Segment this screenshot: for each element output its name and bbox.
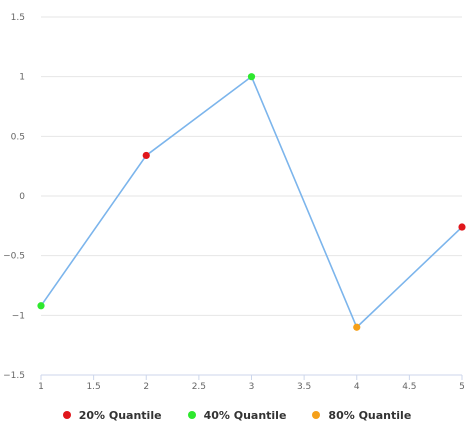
data-point-2 (142, 151, 150, 160)
y-tick-label: −0.5 (3, 252, 25, 262)
x-tick-label: 2 (143, 382, 149, 392)
y-tick-label: 1 (19, 73, 25, 83)
data-point-1 (37, 302, 45, 310)
y-tick-label: 0.5 (11, 132, 25, 142)
data-point-3 (247, 73, 256, 81)
y-tick-label: −1.5 (3, 371, 25, 381)
legend-marker-20-quantile (62, 411, 71, 419)
legend: 20% Quantile 40% Quantile 80% Quantile (0, 406, 474, 424)
x-tick-label: 1 (38, 382, 44, 392)
x-tick-label: 3 (249, 382, 255, 392)
legend-label-80-quantile: 80% Quantile (328, 408, 412, 422)
legend-item-20-quantile[interactable]: 20% Quantile (62, 408, 162, 422)
line-chart: 1.5 1 0.5 0 −0.5 −1 −1.5 1 1.5 2 2.5 3 3.5 4 4.5 5 (3, 13, 466, 392)
series-line (40, 75, 463, 329)
data-point-5 (458, 223, 466, 231)
data-point-4 (353, 323, 361, 331)
x-tick-label: 2.5 (192, 382, 206, 392)
y-tick-label: −1 (12, 311, 25, 321)
legend-label-40-quantile: 40% Quantile (203, 408, 287, 422)
legend-marker-40-quantile (187, 411, 196, 419)
x-tick-label: 4 (354, 382, 360, 392)
legend-marker-80-quantile (312, 411, 321, 419)
x-tick-label: 4.5 (402, 382, 416, 392)
y-tick-label: 0 (19, 192, 25, 202)
x-tick-label: 3.5 (297, 382, 311, 392)
legend-label-20-quantile: 20% Quantile (78, 408, 162, 422)
legend-item-40-quantile[interactable]: 40% Quantile (187, 408, 287, 422)
legend-item-80-quantile[interactable]: 80% Quantile (312, 409, 411, 422)
y-tick-label: 1.5 (11, 13, 25, 23)
x-tick-label: 1.5 (86, 382, 100, 392)
x-tick-label: 5 (459, 382, 465, 392)
